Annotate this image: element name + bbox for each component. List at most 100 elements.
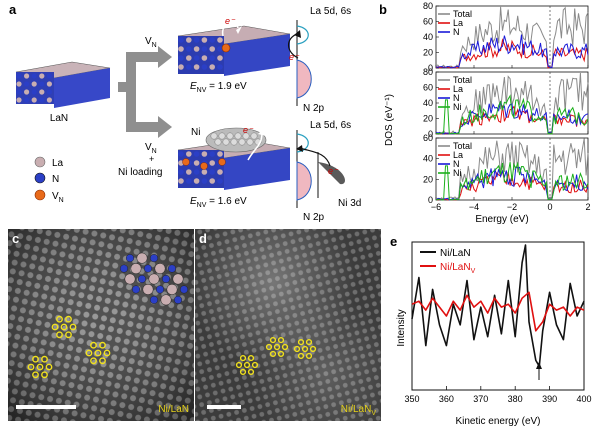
- dos-ytick-label: 20: [423, 114, 433, 124]
- vacancy-atom: [200, 162, 208, 170]
- slab-atom: [201, 178, 208, 184]
- ring-atom: [305, 352, 313, 360]
- electron-top: e⁻: [225, 16, 236, 26]
- slab-atom: [24, 81, 30, 87]
- panel-a-schematic: a LaN VN VN + Ni loading e⁻ ENV = 1.9 eV: [9, 2, 361, 223]
- dos-legend-label: La: [453, 18, 463, 28]
- slab-ni: [177, 127, 291, 190]
- ring-atom: [90, 357, 97, 365]
- legend-ni-lanv: Ni/LaNV: [440, 262, 476, 275]
- slab-atom: [217, 178, 223, 184]
- slab-atom: [39, 97, 45, 103]
- dos-legend-label: Total: [453, 9, 472, 19]
- ring-atom: [251, 361, 259, 369]
- slab-atom: [16, 73, 22, 79]
- dos-ytick-label: 40: [423, 154, 433, 164]
- ring-atom: [247, 368, 255, 376]
- dos-curve: [435, 34, 589, 69]
- ring-atom: [65, 331, 72, 339]
- n-atom: [131, 285, 141, 294]
- auger-xtick-label: 380: [508, 394, 523, 404]
- ring-atom: [297, 338, 305, 346]
- auger-legend: Ni/LaN Ni/LaNV: [420, 248, 476, 275]
- ring-atom: [239, 368, 247, 376]
- slab-atom: [217, 169, 223, 175]
- la-atom: [172, 273, 184, 285]
- scale-bar-c: [16, 405, 76, 409]
- slab-atom: [39, 81, 45, 87]
- vacancy-atom: [182, 158, 190, 166]
- band-diagram-bottom: [296, 130, 345, 208]
- n-atom: [179, 285, 189, 294]
- panel-c-caption: Ni/LaN: [158, 404, 189, 415]
- ring-atom: [45, 363, 53, 371]
- slab-atom: [209, 46, 215, 52]
- la-atom: [154, 263, 166, 275]
- dos-xtick-label: 0: [547, 202, 552, 212]
- slab-atom: [186, 46, 192, 52]
- ring-atom: [103, 349, 111, 357]
- slab-atom: [186, 37, 192, 43]
- atom-legend: La N VN: [34, 156, 64, 204]
- n-atom: [137, 274, 147, 284]
- dos-ytick-label: 40: [423, 98, 433, 108]
- dos-xtick-label: −6: [431, 202, 441, 212]
- band-top-lower: N 2p: [303, 103, 325, 114]
- panel-a-letter: a: [9, 2, 17, 17]
- ring-atom: [32, 355, 39, 363]
- slab-atom: [193, 64, 200, 70]
- slab-atom: [201, 64, 208, 70]
- slab-atom: [178, 178, 184, 184]
- ring-atom: [309, 345, 317, 353]
- panel-c-letter: c: [12, 231, 20, 246]
- ring-atom: [99, 357, 106, 365]
- slab-atom: [209, 64, 215, 70]
- n-atom: [149, 254, 159, 263]
- dos-curve: [435, 138, 589, 201]
- band-bottom-lower: N 2p: [303, 212, 325, 223]
- ni-atom: [214, 138, 222, 146]
- dos-xtick-label: 2: [585, 202, 590, 212]
- slab-atom: [217, 46, 223, 52]
- slab-atom: [178, 37, 184, 43]
- slab-atom: [193, 178, 200, 184]
- dos-curve: [435, 94, 589, 135]
- ni-atom: [234, 132, 242, 140]
- dos-legend-label: N: [453, 27, 460, 37]
- dos-ytick-label: 60: [423, 83, 433, 93]
- slab-atom: [217, 64, 223, 70]
- ring-atom: [56, 315, 63, 323]
- panel-b-dos-plot: b DOS (eV⁻¹) 806040200TotalLaN806040200T…: [380, 1, 591, 225]
- auger-xtick-label: 390: [542, 394, 557, 404]
- legend-la: La: [52, 158, 64, 169]
- slab-atom: [186, 178, 192, 184]
- dos-legend-label: Total: [453, 75, 472, 85]
- n-atom: [149, 295, 159, 304]
- n-atom: [125, 254, 135, 263]
- env-bottom: ENV = 1.6 eV: [190, 196, 247, 209]
- n-atom: [161, 274, 171, 284]
- la-atom: [136, 252, 148, 264]
- dos-ytick-label: 80: [423, 1, 433, 11]
- ni-atom: [230, 138, 238, 146]
- slab-atom: [186, 55, 192, 61]
- slab-atom: [178, 55, 184, 61]
- ring-atom: [41, 355, 48, 363]
- band-bottom-ni: Ni 3d: [338, 198, 361, 209]
- slab-atom: [24, 89, 30, 95]
- dos-legend-label: Ni: [453, 168, 462, 178]
- slab-atom: [39, 73, 45, 79]
- dos-curve: [435, 101, 589, 135]
- slab-atom: [201, 151, 208, 157]
- electron-band-top: e⁻: [289, 52, 300, 62]
- ring-center: [273, 343, 281, 351]
- panel-c-stem-image: c Ni/LaN: [8, 229, 194, 421]
- slab-atom: [209, 55, 215, 61]
- ring-atom: [56, 331, 63, 339]
- slab-atom: [46, 89, 53, 95]
- auger-xtick-label: 360: [439, 394, 454, 404]
- auger-arrow: [536, 362, 542, 380]
- slab-vn: [177, 21, 291, 76]
- la-atom: [130, 263, 142, 275]
- dos-ytick-label: 40: [423, 32, 433, 42]
